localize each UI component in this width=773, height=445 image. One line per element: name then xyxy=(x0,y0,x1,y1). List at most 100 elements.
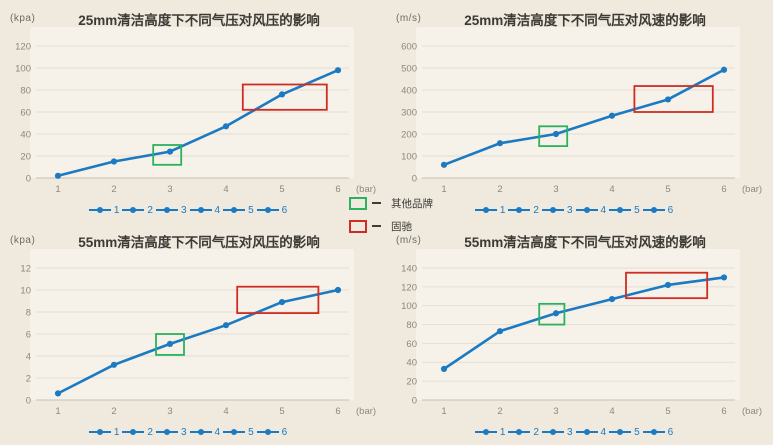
series-marker-icon xyxy=(642,429,665,436)
marker-dot xyxy=(482,429,489,435)
legend-label-other-brands: 其他品牌 xyxy=(391,197,433,210)
series-legend-number: 1 xyxy=(113,204,120,216)
y-tick-labels: 0 2 4 6 8 10 12 xyxy=(20,263,31,406)
x-tick-label: 1 xyxy=(55,406,60,417)
y-tick-label: 12 xyxy=(20,263,31,274)
series-legend-number: 4 xyxy=(600,204,607,216)
marker-dot xyxy=(617,207,624,213)
series-legend-item: 3 xyxy=(541,205,573,216)
y-tick-label: 200 xyxy=(401,129,417,140)
y-tick-label: 0 xyxy=(26,173,31,184)
y-tick-label: 60 xyxy=(20,107,31,118)
series-marker-icon xyxy=(575,429,598,436)
data-point xyxy=(664,96,672,103)
series-legend-item: 2 xyxy=(122,205,153,216)
marker-dot xyxy=(264,207,271,213)
marker-dot xyxy=(231,207,238,213)
series-legend-number: 4 xyxy=(214,204,221,216)
x-axis-unit-label: (bar) xyxy=(742,406,762,417)
y-axis-unit-label: (m/s) xyxy=(396,235,422,246)
series-legend-item: 6 xyxy=(256,426,288,438)
series-legend-item: 5 xyxy=(609,205,640,216)
series-legend-number: 4 xyxy=(600,426,607,438)
series-legend-item: 1 xyxy=(88,427,119,438)
y-tick-label: 20 xyxy=(20,151,31,162)
marker-dot xyxy=(516,207,523,213)
green-highlight-box xyxy=(152,144,183,166)
y-axis-unit-label: (m/s) xyxy=(396,13,422,24)
data-point xyxy=(664,281,672,289)
series-marker-icon xyxy=(122,429,145,436)
series-legend-number: 1 xyxy=(499,204,506,216)
x-tick-label: 4 xyxy=(609,184,614,195)
marker-dot xyxy=(549,207,556,213)
y-tick-label: 100 xyxy=(401,151,417,162)
series-marker-icon xyxy=(474,207,497,214)
marker-dot xyxy=(650,429,657,435)
x-axis-unit-label: (bar) xyxy=(356,406,376,417)
series-legend-item: 5 xyxy=(223,205,254,216)
marker-dot xyxy=(516,429,523,435)
data-point xyxy=(54,172,62,179)
green-highlight-box xyxy=(155,333,185,356)
x-tick-label: 6 xyxy=(721,406,726,417)
data-line xyxy=(56,288,340,395)
series-legend-number: 3 xyxy=(180,426,187,438)
x-tick-label: 3 xyxy=(553,184,558,195)
data-points xyxy=(440,274,728,372)
y-tick-label: 0 xyxy=(412,173,417,184)
y-tick-label: 20 xyxy=(406,377,417,388)
data-point xyxy=(496,328,504,335)
marker-dot xyxy=(583,429,590,435)
plot-area-background xyxy=(30,27,354,178)
series-marker-icon xyxy=(88,429,111,436)
x-tick-label: 5 xyxy=(279,184,284,195)
line-plot: 0 100 200 300 400 500 600 1 2 3 4 5 6 (bar) xyxy=(401,27,762,195)
series-legend-item: 4 xyxy=(189,204,221,216)
series-legend-item: 3 xyxy=(155,426,187,438)
series-legend-number: 2 xyxy=(533,426,539,438)
marker-dot xyxy=(130,429,137,435)
series-marker-icon xyxy=(541,207,564,214)
series-legend: 1 2 3 4 5 6 xyxy=(32,425,346,439)
series-legend: 1 2 3 4 5 6 xyxy=(418,203,732,217)
y-tick-labels: 0 20 40 60 80 100 120 140 xyxy=(401,263,417,406)
series-marker-icon xyxy=(508,429,531,436)
data-point xyxy=(334,286,342,294)
gridlines xyxy=(36,267,349,401)
series-legend-item: 4 xyxy=(189,427,220,438)
marker-dot xyxy=(163,207,170,213)
x-axis-unit-label: (bar) xyxy=(356,184,376,195)
data-point xyxy=(552,130,560,138)
red-highlight-box xyxy=(241,83,328,111)
gridlines xyxy=(422,267,735,401)
series-legend-number: 6 xyxy=(281,426,288,438)
series-marker-icon xyxy=(474,429,497,436)
x-tick-label: 1 xyxy=(55,184,60,195)
y-axis-unit-label: (kpa) xyxy=(10,235,36,246)
x-tick-label: 5 xyxy=(665,406,670,417)
marker-dot xyxy=(130,207,137,213)
green-highlight-box xyxy=(538,302,566,326)
data-point xyxy=(552,310,560,317)
y-tick-label: 300 xyxy=(401,107,417,118)
data-point xyxy=(110,158,118,165)
y-tick-label: 120 xyxy=(401,282,417,293)
legend-label-guchi: 固驰 xyxy=(391,220,412,233)
marker-dot xyxy=(96,429,103,435)
x-tick-label: 2 xyxy=(111,184,116,195)
x-tick-label: 6 xyxy=(335,184,340,195)
y-tick-label: 60 xyxy=(406,339,417,350)
series-legend-item: 2 xyxy=(508,205,539,216)
y-tick-label: 10 xyxy=(20,285,31,296)
y-tick-label: 0 xyxy=(26,395,31,406)
legend-dash-icon xyxy=(372,201,381,205)
series-marker-icon xyxy=(575,207,598,214)
series-legend-item: 1 xyxy=(88,204,120,216)
y-tick-label: 40 xyxy=(20,129,31,140)
series-marker-icon xyxy=(508,207,531,214)
y-tick-label: 600 xyxy=(401,41,417,52)
data-point xyxy=(54,390,62,397)
y-tick-label: 140 xyxy=(401,263,417,274)
gridlines xyxy=(36,45,349,179)
